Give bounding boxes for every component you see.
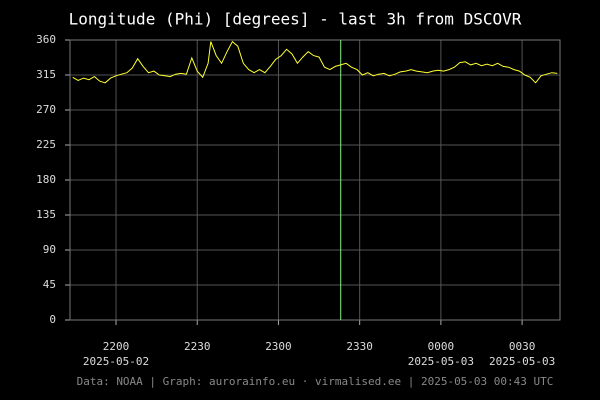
y-tick-label: 135 [36,208,56,221]
x-tick-label: 2330 [346,340,373,353]
y-tick-label: 180 [36,173,56,186]
data-line [72,40,558,84]
x-tick-label: 2300 [265,340,292,353]
x-tick-label: 0000 [428,340,455,353]
y-tick-label: 0 [49,313,56,326]
x-tick-label: 0030 [509,340,536,353]
x-tick-label: 2200 [103,340,130,353]
x-date-label: 2025-05-03 [408,355,474,368]
y-tick-label: 45 [43,278,56,291]
y-tick-label: 360 [36,33,56,46]
x-date-label: 2025-05-03 [489,355,555,368]
y-tick-label: 315 [36,68,56,81]
footer: Data: NOAA | Graph: aurorainfo.eu · virm… [77,375,554,388]
y-tick-label: 270 [36,103,56,116]
x-date-label: 2025-05-02 [83,355,149,368]
y-tick-label: 225 [36,138,56,151]
y-tick-label: 90 [43,243,56,256]
x-tick-label: 2230 [184,340,211,353]
chart-title: Longitude (Phi) [degrees] - last 3h from… [69,10,522,29]
plot-frame [69,39,561,321]
